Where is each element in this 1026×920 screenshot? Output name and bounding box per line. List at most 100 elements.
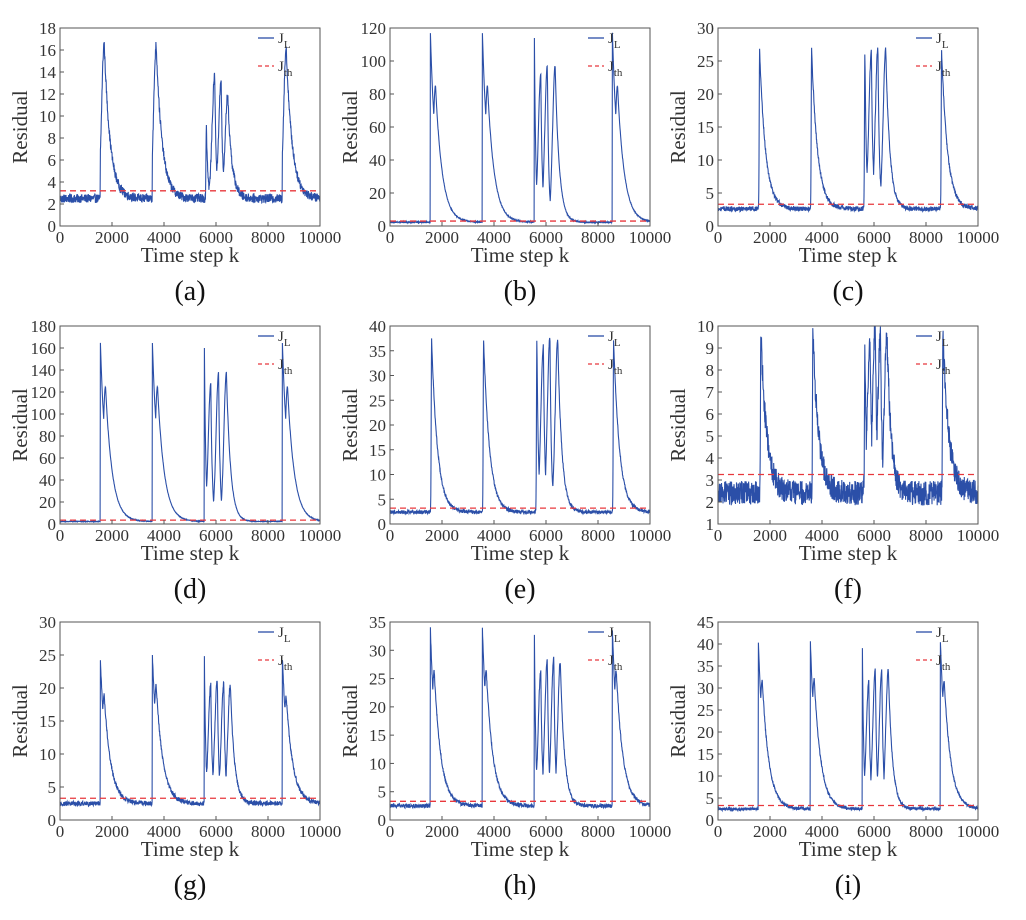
chart-panel-d: 0 2000 4000 6000 8000 10000020406080100120140… bbox=[8, 317, 341, 605]
legend-entry: JL bbox=[278, 625, 291, 645]
x-tick-label: 4000 bbox=[147, 526, 181, 545]
legend-entry-main: J bbox=[936, 329, 942, 345]
x-tick-label: 10000 bbox=[957, 526, 1000, 545]
y-tick-label: 5 bbox=[48, 778, 57, 797]
y-tick-label: 15 bbox=[697, 745, 714, 764]
y-tick-label: 40 bbox=[369, 151, 386, 170]
x-tick-label: 4000 bbox=[147, 228, 181, 247]
y-tick-label: 5 bbox=[706, 427, 715, 446]
legend-entry: Jth bbox=[278, 653, 293, 673]
chart-panel-c: 0 2000 4000 6000 8000 10000 0 5 10 15 20 25 30 Time s… bbox=[666, 19, 999, 307]
y-tick-label: 40 bbox=[369, 317, 386, 336]
y-tick-label: 4 bbox=[48, 173, 57, 192]
y-axis-label: Residual bbox=[666, 684, 690, 758]
y-tick-label: 180 bbox=[31, 317, 57, 336]
series-line-JL bbox=[59, 41, 321, 205]
x-tick-label: 6000 bbox=[529, 822, 563, 841]
x-axis-label: Time step k bbox=[141, 541, 240, 565]
y-tick-label: 0 bbox=[706, 811, 715, 830]
y-axis-label: Residual bbox=[8, 388, 32, 462]
y-tick-label: 20 bbox=[697, 85, 714, 104]
y-tick-label: 25 bbox=[697, 52, 714, 71]
x-tick-label: 0 bbox=[56, 822, 65, 841]
y-axis-label: Residual bbox=[338, 90, 362, 164]
x-tick-label: 4000 bbox=[147, 822, 181, 841]
x-axis-label: Time step k bbox=[799, 243, 898, 267]
x-tick-label: 6000 bbox=[199, 228, 233, 247]
x-tick-label: 8000 bbox=[581, 822, 615, 841]
y-tick-label: 6 bbox=[48, 151, 57, 170]
x-tick-label: 2000 bbox=[425, 228, 459, 247]
plot-frame bbox=[389, 621, 651, 821]
legend-entry-sub: L bbox=[284, 633, 291, 645]
x-tick-label: 8000 bbox=[909, 526, 943, 545]
panel-label: (d) bbox=[174, 574, 207, 605]
x-tick-label: 6000 bbox=[857, 228, 891, 247]
x-tick-label: 0 bbox=[714, 228, 723, 247]
y-tick-label: 35 bbox=[697, 657, 714, 676]
y-tick-label: 20 bbox=[697, 723, 714, 742]
y-axis-label: Residual bbox=[666, 388, 690, 462]
y-tick-label: 5 bbox=[378, 783, 387, 802]
plot-frame bbox=[59, 27, 321, 227]
x-tick-label: 4000 bbox=[477, 526, 511, 545]
panel-label: (g) bbox=[174, 870, 207, 901]
legend-entry-sub: L bbox=[614, 337, 621, 349]
x-tick-label: 6000 bbox=[857, 526, 891, 545]
y-tick-label: 5 bbox=[706, 184, 715, 203]
x-tick-label: 0 bbox=[56, 228, 65, 247]
y-tick-label: 9 bbox=[706, 339, 715, 358]
x-tick-label: 2000 bbox=[95, 228, 129, 247]
y-tick-label: 30 bbox=[369, 641, 386, 660]
panel-label: (a) bbox=[174, 276, 205, 307]
y-axis-label: Residual bbox=[338, 388, 362, 462]
y-tick-label: 100 bbox=[361, 52, 387, 71]
panel-label: (i) bbox=[835, 870, 861, 901]
y-tick-label: 14 bbox=[39, 63, 57, 82]
legend-entry: JL bbox=[278, 31, 291, 51]
plot-frame bbox=[717, 325, 979, 525]
legend-entry: JL bbox=[936, 31, 949, 51]
x-tick-label: 2000 bbox=[95, 822, 129, 841]
y-tick-label: 10 bbox=[39, 107, 56, 126]
panel-label: (b) bbox=[504, 276, 537, 307]
y-tick-label: 100 bbox=[31, 405, 57, 424]
chart-panel-a: 0 2000 4000 6000 8000 10000 0 2 4 6 8 10 12 14 16 18 Tim… bbox=[8, 19, 341, 307]
y-axis-label: Residual bbox=[666, 90, 690, 164]
x-tick-label: 0 bbox=[386, 228, 395, 247]
chart-panel-g: 0 2000 4000 6000 8000 10000 0 5 10 15 20 25 30 Time s… bbox=[8, 613, 341, 901]
y-tick-label: 30 bbox=[39, 613, 56, 632]
x-axis-label: Time step k bbox=[141, 837, 240, 861]
y-tick-label: 60 bbox=[369, 118, 386, 137]
x-tick-label: 8000 bbox=[251, 822, 285, 841]
legend-entry-main: J bbox=[608, 31, 614, 47]
legend-entry: Jth bbox=[936, 653, 951, 673]
y-tick-label: 0 bbox=[378, 811, 387, 830]
x-tick-label: 4000 bbox=[477, 228, 511, 247]
legend-entry-sub: L bbox=[942, 39, 949, 51]
y-tick-label: 30 bbox=[697, 679, 714, 698]
x-tick-label: 10000 bbox=[299, 228, 342, 247]
legend-entry: Jth bbox=[608, 653, 623, 673]
y-tick-label: 10 bbox=[697, 767, 714, 786]
legend-entry-sub: L bbox=[942, 633, 949, 645]
legend-entry-main: J bbox=[278, 357, 284, 373]
x-tick-label: 10000 bbox=[629, 822, 672, 841]
y-tick-label: 4 bbox=[706, 449, 715, 468]
y-axis-label: Residual bbox=[8, 684, 32, 758]
x-tick-label: 8000 bbox=[251, 228, 285, 247]
plot-frame bbox=[389, 27, 651, 227]
y-tick-label: 0 bbox=[48, 811, 57, 830]
series-line-JL bbox=[717, 641, 979, 813]
panel-label: (f) bbox=[834, 574, 862, 605]
x-tick-label: 6000 bbox=[529, 228, 563, 247]
y-tick-label: 25 bbox=[369, 670, 386, 689]
panel-label: (h) bbox=[504, 870, 537, 901]
legend-entry-main: J bbox=[278, 329, 284, 345]
legend-entry: Jth bbox=[278, 59, 293, 79]
y-tick-label: 20 bbox=[369, 416, 386, 435]
y-tick-label: 15 bbox=[697, 118, 714, 137]
y-tick-label: 160 bbox=[31, 339, 57, 358]
y-tick-label: 35 bbox=[369, 613, 386, 632]
